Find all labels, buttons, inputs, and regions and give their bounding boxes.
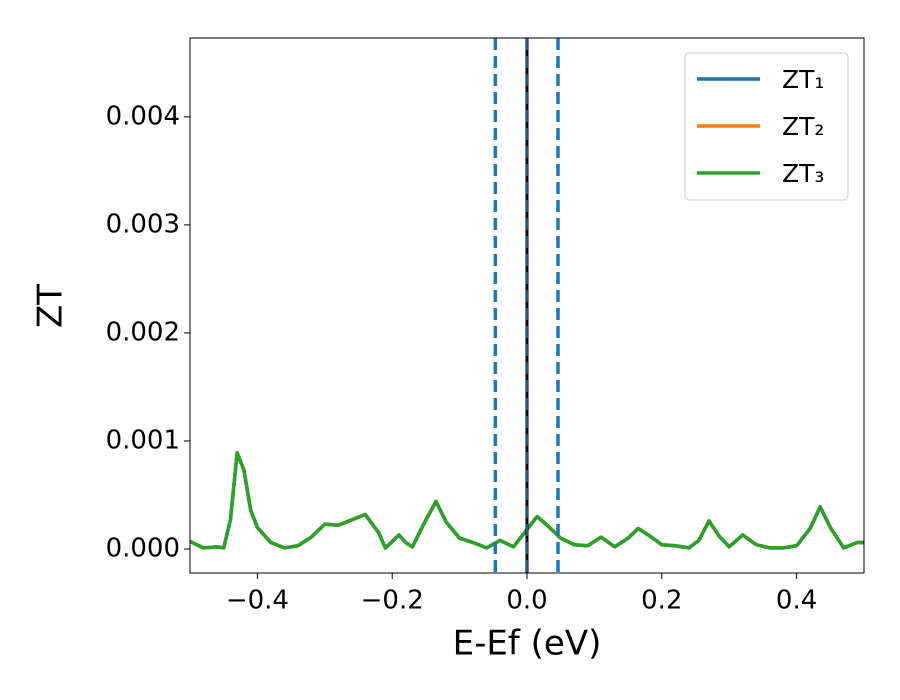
y-tick-label: 0.002 [106, 317, 180, 347]
legend-box [684, 52, 849, 201]
plot-frame [189, 37, 865, 574]
y-tick-label: 0.001 [106, 425, 180, 455]
y-tick-label: 0.004 [106, 101, 180, 131]
x-tick-label: −0.2 [361, 586, 424, 616]
x-tick-label: 0.4 [776, 586, 817, 616]
series-line [190, 451, 864, 550]
legend-label: ZT₁ [782, 65, 824, 94]
y-axis-label: ZT [31, 284, 71, 328]
y-tick-label: 0.003 [106, 209, 180, 239]
x-tick-label: 0.2 [641, 586, 682, 616]
x-tick-label: 0.0 [506, 586, 547, 616]
legend-label: ZT₃ [782, 159, 824, 188]
x-tick-label: −0.4 [226, 586, 289, 616]
y-tick-label: 0.000 [106, 534, 180, 564]
legend-label: ZT₂ [782, 112, 824, 141]
x-axis-label: E-Ef (eV) [453, 624, 602, 664]
